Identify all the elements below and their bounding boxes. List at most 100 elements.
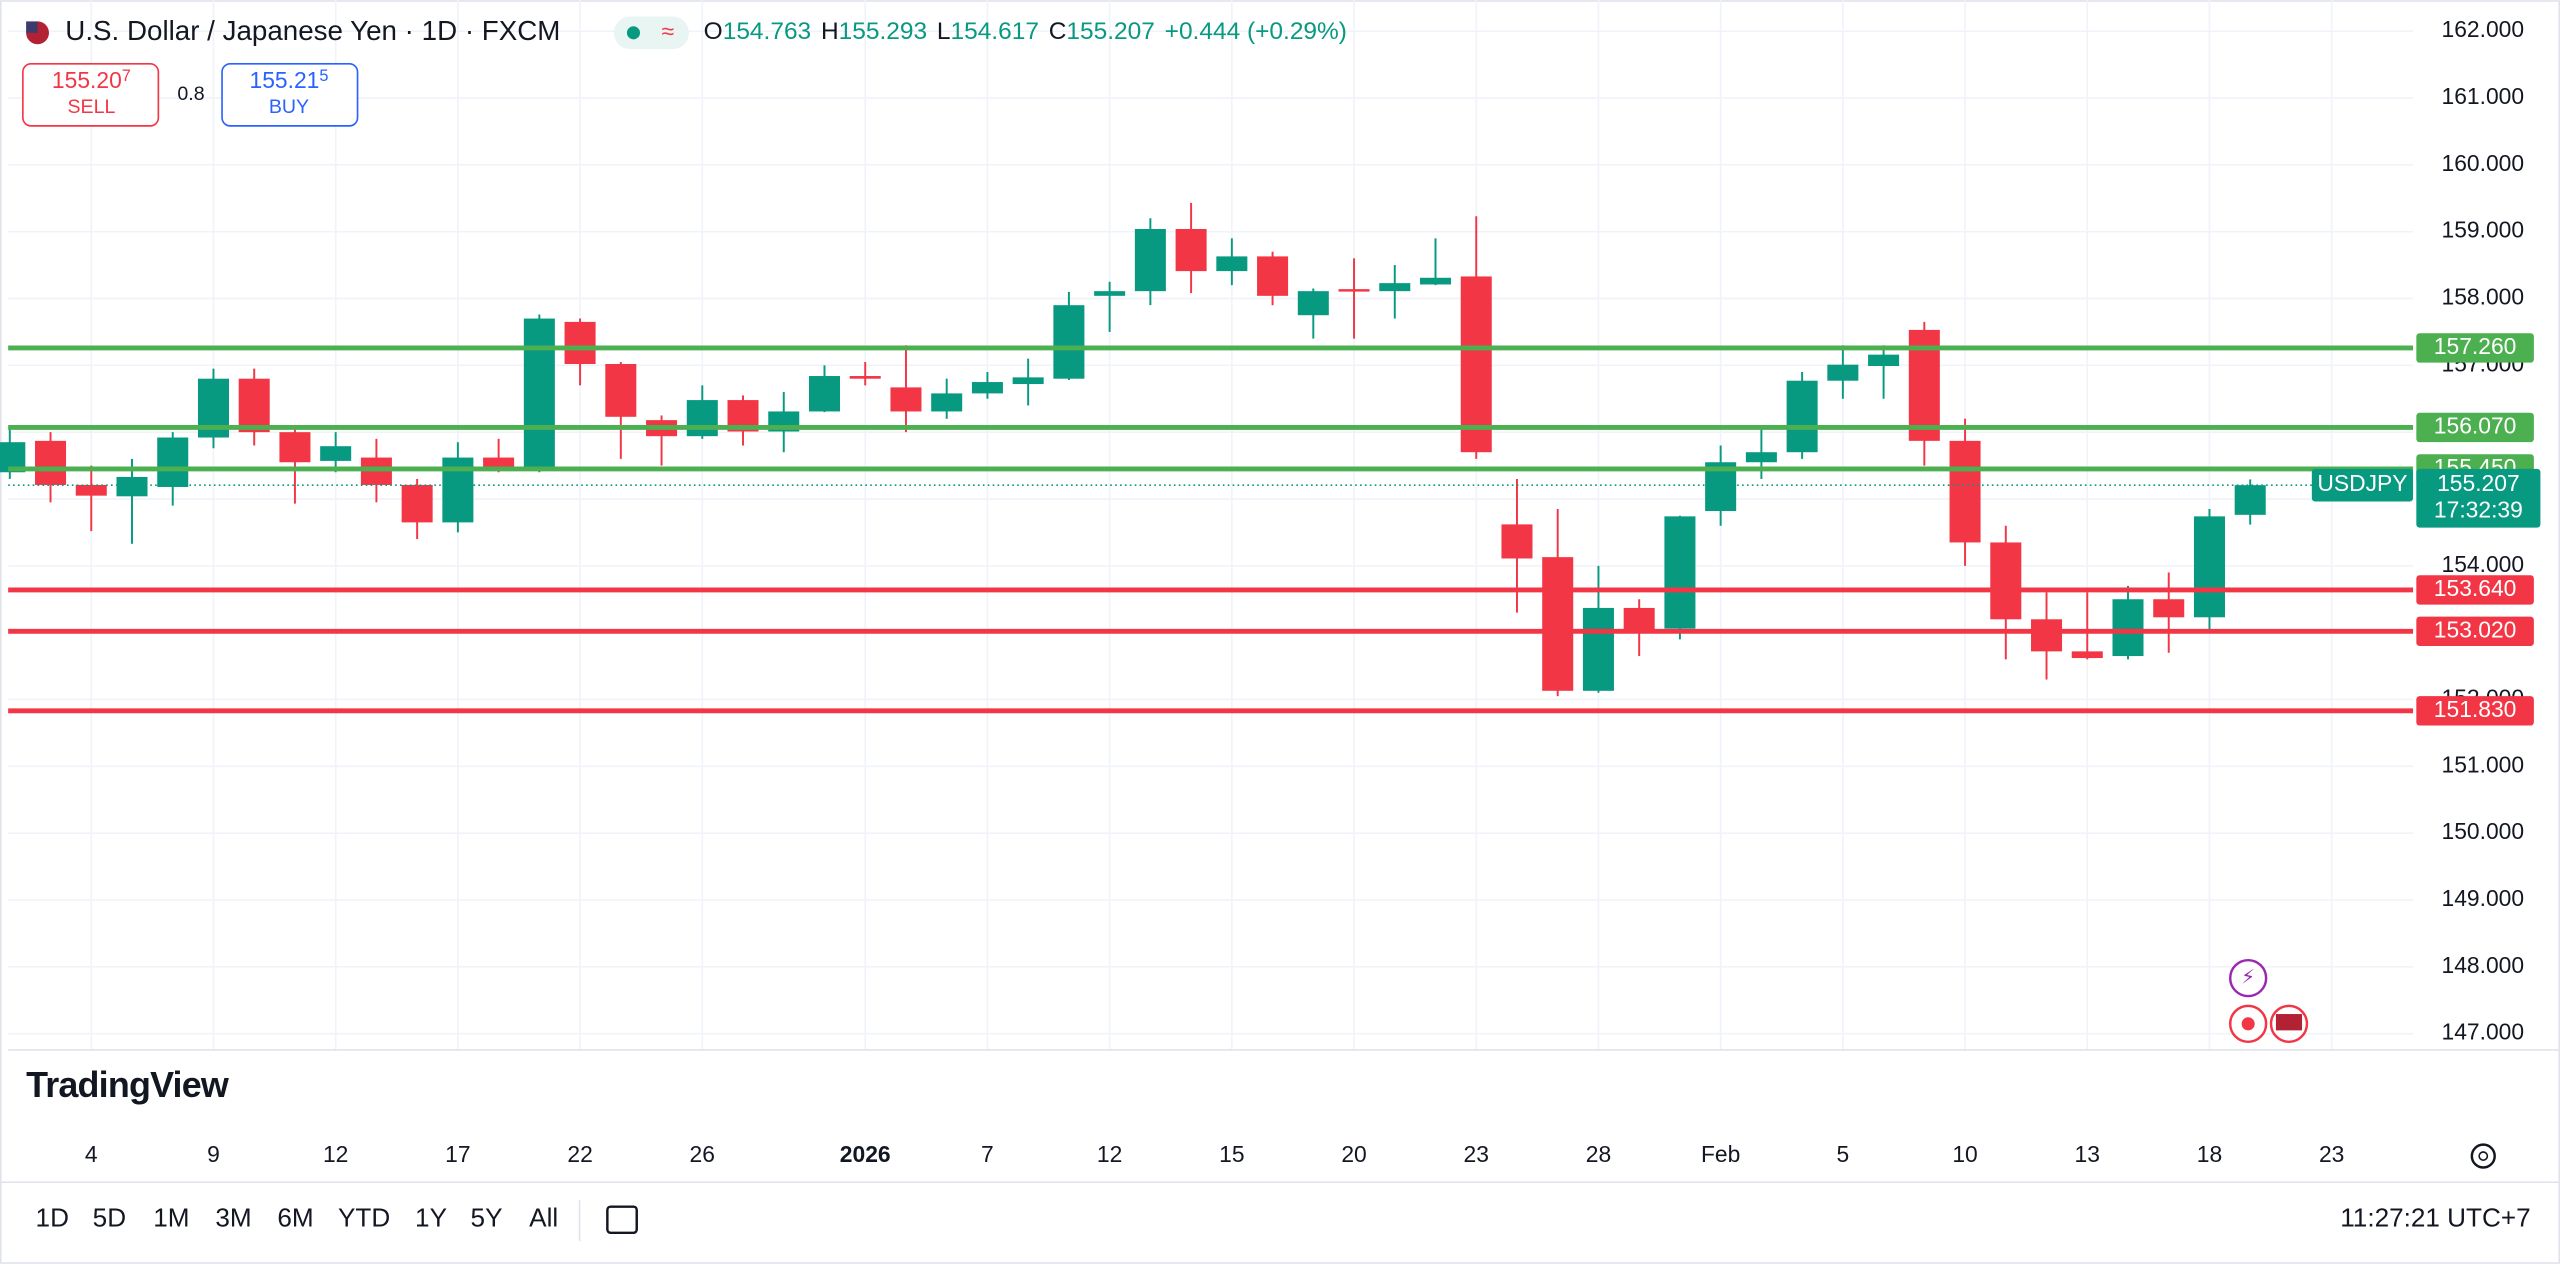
candle-body (75, 484, 107, 496)
candle-body (35, 440, 67, 485)
x-tick-label: 26 (690, 1141, 715, 1167)
market-open-dot (626, 26, 640, 40)
settings-icon[interactable] (2470, 1143, 2496, 1169)
candle-body (157, 437, 189, 487)
y-tick-label: 147.000 (2442, 1019, 2525, 1045)
level-label: 151.830 (2434, 696, 2517, 722)
x-tick-label: 28 (1586, 1141, 1611, 1167)
candle-body (2234, 485, 2266, 515)
candle-body (1745, 452, 1777, 463)
candle-body (849, 376, 881, 379)
candle-body (1949, 440, 1981, 543)
y-tick-label: 149.000 (2442, 885, 2525, 911)
candle-body (1257, 256, 1289, 296)
y-tick-label: 158.000 (2442, 284, 2525, 310)
buy-price-main: 155.21 (250, 67, 320, 93)
candle-body (1297, 291, 1329, 316)
candle-body (931, 393, 963, 412)
candle-body (971, 382, 1003, 394)
buy-button[interactable] (221, 63, 359, 127)
candle-body (1623, 607, 1655, 631)
range-button[interactable]: 1Y (415, 1203, 447, 1233)
candle-body (1542, 557, 1574, 691)
x-tick-label: 18 (2197, 1141, 2222, 1167)
status-pill[interactable] (613, 16, 689, 50)
y-tick-label: 150.000 (2442, 818, 2525, 844)
range-button[interactable]: 6M (277, 1203, 313, 1233)
last-price-box (2416, 468, 2541, 528)
x-tick-label: 22 (567, 1141, 592, 1167)
sell-button[interactable] (22, 63, 160, 127)
level-label: 153.640 (2434, 575, 2517, 601)
range-button[interactable]: 1M (153, 1203, 189, 1233)
sell-price-main: 155.20 (52, 67, 122, 93)
y-tick-label: 160.000 (2442, 150, 2525, 176)
y-tick-label: 151.000 (2442, 751, 2525, 777)
h-value: 155.293 (839, 18, 927, 45)
level-label-box (2416, 333, 2534, 363)
candle-body (238, 378, 270, 433)
candle-body (1460, 276, 1492, 453)
x-tick-label: 20 (1341, 1141, 1366, 1167)
range-button[interactable]: All (529, 1203, 558, 1233)
candle-body (1827, 364, 1859, 381)
symbol-label-box (2311, 468, 2414, 502)
symbol-title: U.S. Dollar / Japanese Yen · 1D · FXCM (65, 15, 560, 46)
o-value: 154.763 (723, 18, 811, 45)
flag-icon (2275, 1014, 2303, 1031)
candle-body (1175, 228, 1207, 272)
x-tick-label: 15 (1219, 1141, 1244, 1167)
l-label: L (937, 18, 951, 45)
l-value: 154.617 (950, 18, 1038, 45)
range-button[interactable]: 5D (93, 1203, 126, 1233)
buy-price: 155.215 (250, 67, 329, 93)
candle-body (686, 400, 718, 437)
level-label-box (2416, 696, 2534, 726)
candle-body (564, 321, 596, 364)
x-tick-label: 12 (323, 1141, 348, 1167)
h-label: H (821, 18, 839, 45)
range-button[interactable]: YTD (338, 1203, 390, 1233)
x-tick-label: 12 (1097, 1141, 1122, 1167)
candle-body (1338, 289, 1370, 292)
delay-icon: ≈ (661, 18, 674, 44)
candle-body (1094, 291, 1126, 296)
countdown-label: 17:32:39 (2434, 496, 2523, 522)
event-icon[interactable] (2228, 958, 2268, 998)
buy-label: BUY (269, 96, 309, 118)
goto-date-icon[interactable] (606, 1205, 638, 1235)
y-tick-label: 159.000 (2442, 217, 2525, 243)
event-icon-glyph: ⚡ (2241, 966, 2255, 988)
candle-body (401, 484, 433, 523)
y-tick-label: 162.000 (2442, 16, 2525, 42)
candle-body (523, 318, 555, 471)
range-button[interactable]: 3M (215, 1203, 251, 1233)
range-button[interactable]: 5Y (471, 1203, 503, 1233)
candle-body (279, 432, 311, 463)
candle-body (2153, 599, 2185, 618)
candle-body (890, 387, 922, 412)
candle-body (116, 476, 148, 497)
x-tick-label: 13 (2075, 1141, 2100, 1167)
x-tick-label: 7 (981, 1141, 994, 1167)
x-tick-label: 10 (1952, 1141, 1977, 1167)
symbol-label: USDJPY (2317, 470, 2407, 496)
candle-body (2193, 516, 2225, 618)
plot-area (0, 0, 2414, 1050)
range-toolbar: 1D 5D 1M 3M 6M YTD 1Y 5Y All (36, 1203, 559, 1233)
c-value: 155.207 (1066, 18, 1154, 45)
sell-pip: 7 (122, 67, 131, 85)
c-label: C (1049, 18, 1067, 45)
x-tick-label: 5 (1836, 1141, 1849, 1167)
x-tick-label: 9 (207, 1141, 220, 1167)
candle-body (1053, 305, 1085, 379)
ohlc-header: O154.763 H155.293 L154.617 C155.207 +0.444 (… (704, 18, 1347, 45)
last-price-label: 155.207 (2437, 470, 2520, 496)
candle-body (1216, 256, 1248, 272)
candle-body (320, 446, 352, 461)
change: +0.444 (+0.29%) (1165, 18, 1347, 45)
range-button[interactable]: 1D (36, 1203, 69, 1233)
level-label-box (2416, 616, 2534, 647)
